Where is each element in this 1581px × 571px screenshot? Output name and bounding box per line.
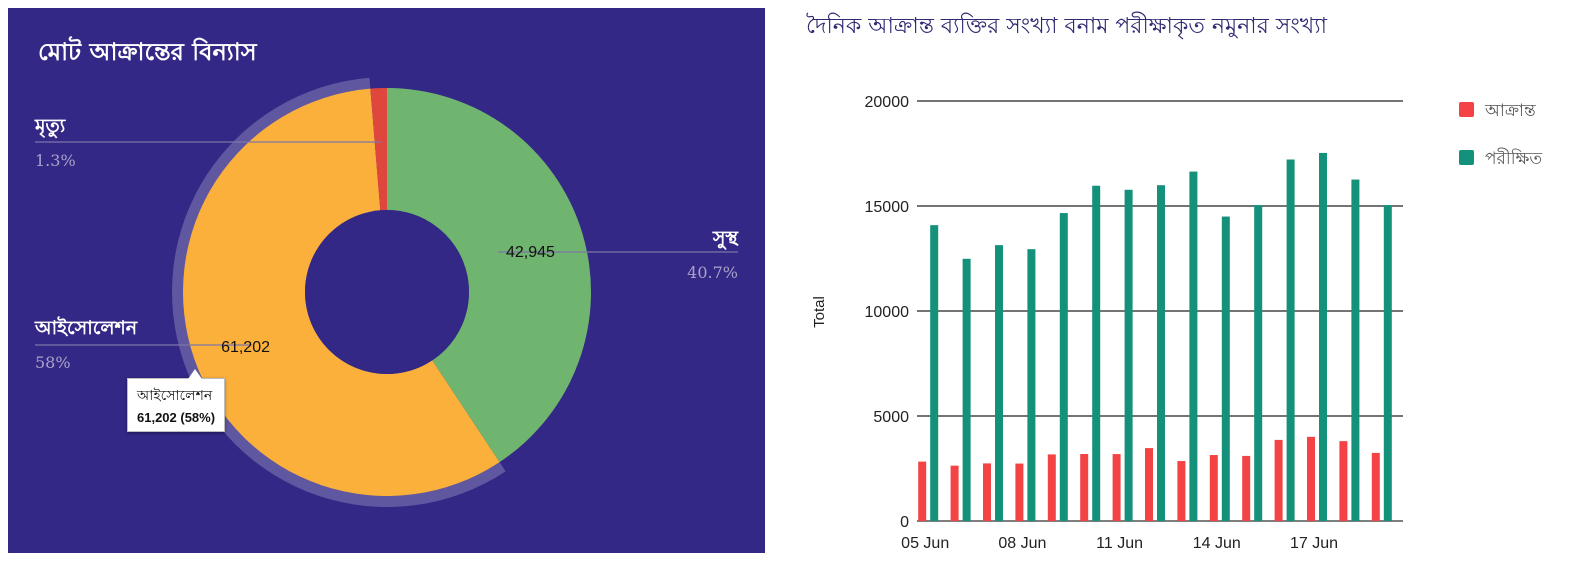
donut-slice[interactable] — [387, 88, 592, 463]
tooltip-slice-value: 61,202 (58%) — [137, 410, 216, 425]
donut-chart-title: মোট আক্রান্তের বিন্যাস — [38, 36, 258, 66]
bar[interactable] — [1092, 185, 1101, 522]
bar[interactable] — [1307, 436, 1315, 521]
legend-label: আক্রান্ত — [1484, 101, 1536, 121]
x-tick-label: 08 Jun — [998, 535, 1046, 552]
tooltip-slice-name: আইসোলেশন — [137, 388, 213, 404]
bar-chart: দৈনিক আক্রান্ত ব্যক্তির সংখ্যা বনাম পরীক… — [806, 12, 1542, 552]
bar[interactable] — [1080, 454, 1089, 521]
slice-name-label: সুস্থ — [712, 227, 740, 250]
legend-swatch — [1459, 150, 1474, 165]
bar[interactable] — [1047, 454, 1056, 521]
bar[interactable] — [1189, 171, 1198, 522]
bar[interactable] — [1383, 205, 1392, 521]
bar[interactable] — [1157, 185, 1165, 521]
donut-chart-panel: মোট আক্রান্তের বিন্যাস সুস্থ 40.7% 42,945 আ… — [8, 8, 765, 553]
bar[interactable] — [1242, 455, 1251, 521]
tooltip-pointer — [188, 369, 202, 379]
legend-swatch — [1459, 102, 1474, 117]
legend-label: পরীক্ষিত — [1485, 148, 1542, 169]
bar[interactable] — [995, 245, 1003, 522]
bar[interactable] — [1371, 452, 1380, 521]
bar[interactable] — [1209, 455, 1218, 521]
donut-slice[interactable] — [183, 88, 500, 496]
x-tick-label: 14 Jun — [1193, 535, 1241, 552]
bar[interactable] — [1015, 463, 1024, 521]
bar[interactable] — [1145, 448, 1153, 521]
bar[interactable] — [1124, 189, 1133, 521]
y-tick-label: 20000 — [865, 94, 910, 111]
bar[interactable] — [1027, 249, 1036, 521]
y-axis-label: Total — [811, 296, 828, 328]
bar[interactable] — [1274, 439, 1283, 521]
y-tick-label: 10000 — [865, 304, 910, 321]
x-tick-label: 05 Jun — [901, 535, 949, 552]
y-tick-label: 0 — [900, 514, 909, 531]
bar[interactable] — [1059, 213, 1068, 521]
slice-value-label: 42,945 — [506, 244, 555, 261]
slice-name-label: মৃত্যু — [34, 115, 67, 139]
donut-slice[interactable] — [370, 88, 387, 211]
bar[interactable] — [918, 461, 927, 521]
y-tick-label: 15000 — [865, 199, 910, 216]
bar[interactable] — [1339, 441, 1348, 521]
bar[interactable] — [1177, 461, 1186, 521]
bar-chart-panel: দৈনিক আক্রান্ত ব্যক্তির সংখ্যা বনাম পরীক… — [780, 0, 1581, 571]
slice-percent-label: 58% — [35, 353, 71, 372]
donut-hole — [305, 210, 469, 374]
slice-name-label: আইসোলেশন — [34, 316, 138, 339]
bar[interactable] — [1112, 454, 1121, 521]
bar-chart-title: দৈনিক আক্রান্ত ব্যক্তির সংখ্যা বনাম পরীক… — [806, 12, 1328, 39]
bar[interactable] — [950, 465, 959, 521]
bar[interactable] — [1254, 205, 1263, 521]
bar[interactable] — [1286, 159, 1295, 522]
slice-percent-label: 40.7% — [687, 263, 738, 282]
x-tick-label: 17 Jun — [1290, 535, 1338, 552]
bar[interactable] — [1319, 152, 1327, 522]
bar[interactable] — [1221, 216, 1230, 522]
x-tick-label: 11 Jun — [1096, 535, 1143, 552]
bar[interactable] — [930, 225, 939, 522]
slice-percent-label: 1.3% — [35, 151, 76, 170]
donut-chart: মোট আক্রান্তের বিন্যাস সুস্থ 40.7% 42,945 আ… — [34, 36, 740, 507]
bar[interactable] — [962, 258, 971, 521]
bar[interactable] — [983, 463, 991, 521]
bar[interactable] — [1351, 179, 1360, 521]
slice-tooltip: আইসোলেশন 61,202 (58%) — [127, 369, 226, 432]
slice-value-label: 61,202 — [221, 339, 270, 356]
y-tick-label: 5000 — [873, 409, 909, 426]
